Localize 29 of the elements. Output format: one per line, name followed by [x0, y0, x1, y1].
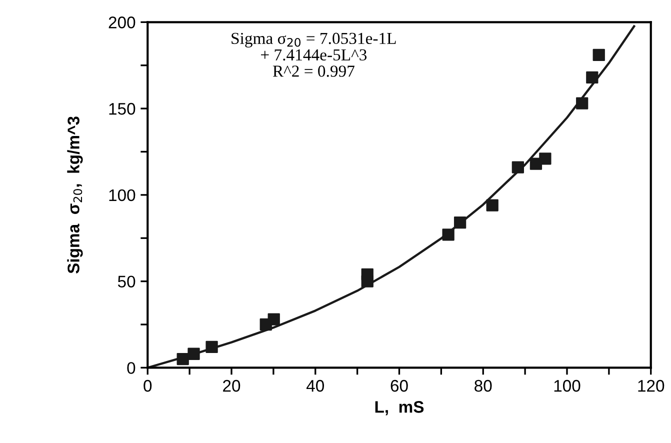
point [454, 216, 466, 229]
point [188, 348, 200, 360]
y-tick-label: 50 [118, 276, 136, 288]
point [586, 71, 598, 84]
line-series [148, 25, 636, 368]
y-tick-label: 0 [127, 362, 136, 374]
point [486, 199, 498, 212]
point [576, 97, 588, 110]
y-tick-label: 150 [109, 102, 136, 115]
point [539, 152, 552, 165]
y-axis-title: Sigma σ$_{20}$, kg/m^3 [67, 116, 83, 274]
x-tick-label: 80 [474, 380, 492, 392]
point [361, 275, 374, 288]
y-tick-label: 100 [109, 189, 136, 202]
y-tick-label: 200 [108, 16, 136, 28]
point [268, 313, 280, 326]
point [592, 48, 605, 62]
x-tick-label: 100 [554, 380, 580, 392]
x-tick-label: 40 [306, 380, 324, 392]
x-axis-title: L, mS [375, 401, 424, 416]
x-tick-label: 60 [390, 380, 408, 392]
x-tick-label: 120 [638, 380, 664, 392]
point [512, 161, 524, 174]
point [176, 352, 189, 366]
point [442, 228, 454, 241]
point [206, 340, 218, 354]
x-tick-label: 0 [144, 380, 152, 392]
annotation: Sigma σ$_{20}$ = 7.0531e-1L + 7.4144e-5L^3 R^2 = 0.997 [232, 32, 396, 77]
x-tick-label: 20 [223, 380, 240, 392]
